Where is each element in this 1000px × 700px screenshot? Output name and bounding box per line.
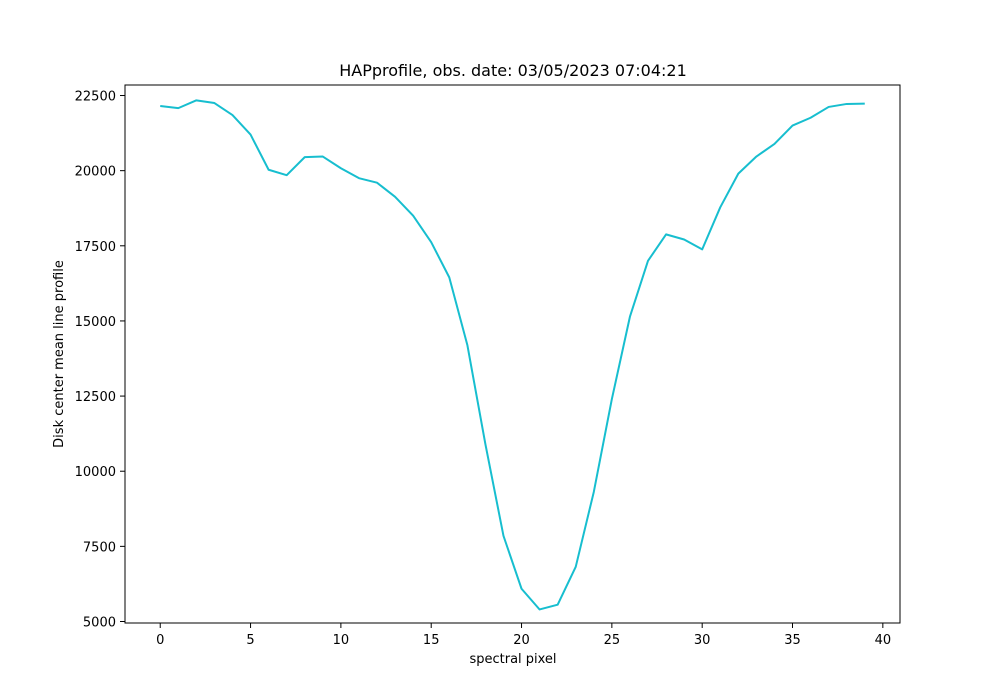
x-tick-label: 35: [784, 633, 801, 648]
x-tick-label: 30: [694, 633, 711, 648]
y-tick-label: 22500: [75, 90, 116, 105]
x-tick-label: 0: [156, 633, 164, 648]
series-line-0: [160, 99, 865, 611]
x-tick-label: 15: [423, 633, 440, 648]
y-axis-ticks: 5000 7500 10000 12500 15000 17500 20000 22500: [75, 90, 125, 630]
x-tick-label: 25: [604, 633, 621, 648]
y-tick-label: 17500: [75, 240, 116, 255]
plot-area: [124, 84, 901, 624]
y-tick-label: 20000: [75, 165, 116, 180]
x-tick-label: 20: [513, 633, 530, 648]
series-layer: [160, 99, 865, 611]
y-axis-label: Disk center mean line profile: [52, 260, 67, 448]
y-tick-label: 12500: [75, 390, 116, 405]
x-tick-label: 40: [875, 633, 892, 648]
chart-title: HAPprofile, obs. date: 03/05/2023 07:04:…: [339, 61, 687, 80]
x-axis-label: spectral pixel: [469, 652, 556, 667]
y-tick-label: 7500: [83, 540, 116, 555]
x-axis-ticks: 0 5 10 15 20 25 30 35 40: [156, 623, 891, 648]
x-tick-label: 5: [246, 633, 254, 648]
axes-frame: [124, 84, 901, 624]
y-tick-label: 10000: [75, 465, 116, 480]
y-tick-label: 15000: [75, 315, 116, 330]
y-tick-label: 5000: [83, 615, 116, 630]
x-tick-label: 10: [333, 633, 350, 648]
